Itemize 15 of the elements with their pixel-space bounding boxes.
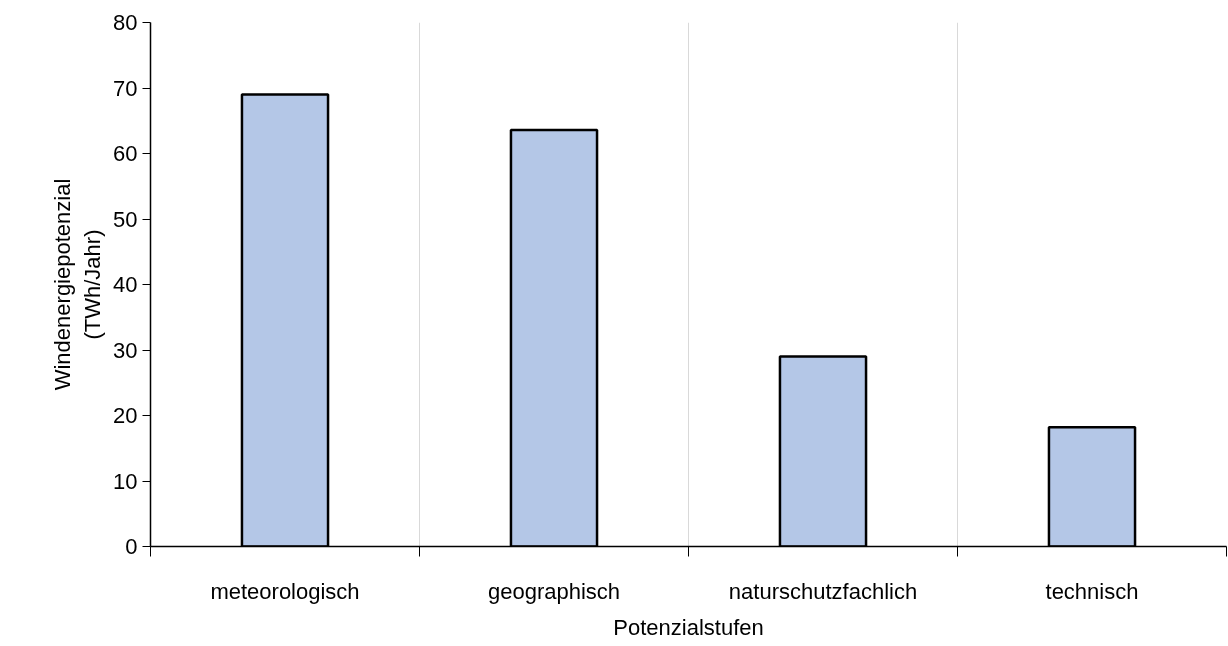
y-axis-title: Windenergiepotenzial (TWh/Jahr) [50, 178, 106, 391]
y-tick-label: 40 [113, 272, 138, 297]
y-tick-label: 20 [113, 403, 138, 428]
x-tick-label: geographisch [487, 578, 621, 604]
y-tick-label: 70 [113, 75, 138, 101]
x-tick-label: meteorologisch [210, 578, 360, 604]
y-tick-label: 30 [113, 337, 138, 363]
y-tick-label: 10 [113, 468, 138, 494]
x-tick-label: technisch [1045, 578, 1139, 604]
y-tick-label: 0 [125, 534, 138, 559]
y-tick-label: 60 [113, 141, 138, 166]
x-axis-title: Potenzialstufen [613, 614, 764, 640]
y-tick-label: 50 [113, 206, 138, 232]
y-tick-label: 80 [113, 10, 138, 35]
x-tick-label: naturschutzfachlich [728, 578, 918, 604]
